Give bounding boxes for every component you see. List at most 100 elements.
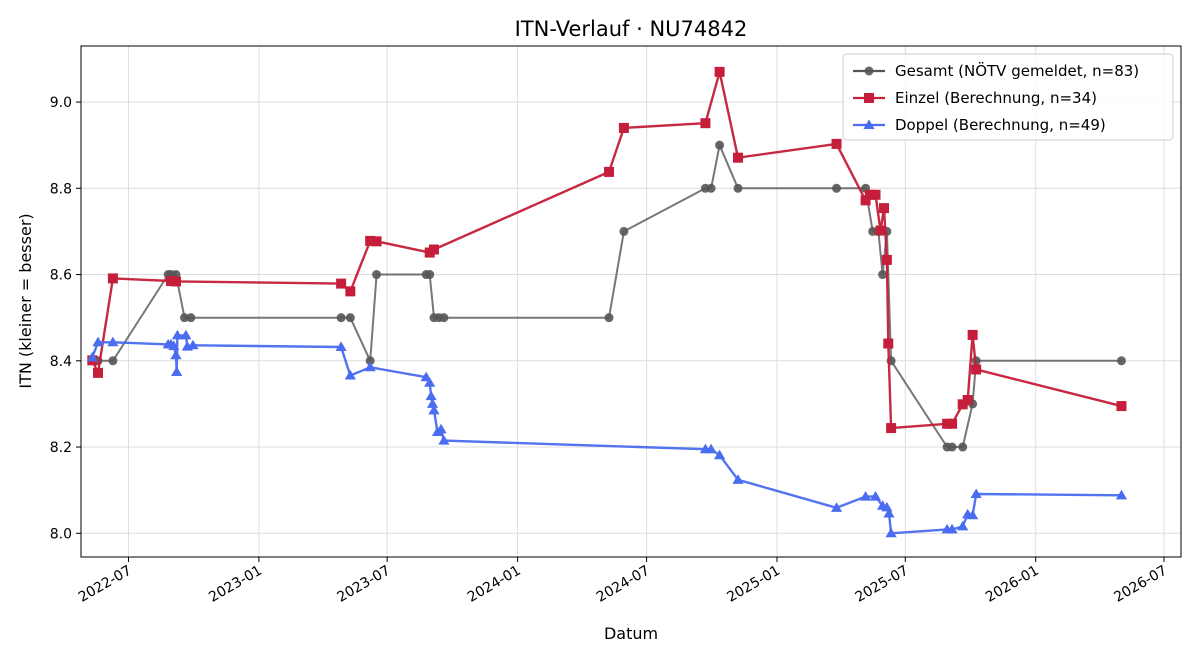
data-point-circle [706,183,716,193]
data-point-triangle [883,507,895,518]
data-point-triangle [967,509,979,520]
legend-marker-circle [864,66,874,76]
data-point-square [1116,401,1127,412]
y-tick-label: 9.0 [50,95,72,111]
y-tick-label: 8.6 [50,268,72,284]
data-point-square [428,244,439,255]
data-point-square [962,395,973,406]
x-tick-label: 2026-07 [1111,563,1170,606]
data-point-circle [372,270,382,280]
y-tick-label: 8.0 [50,526,72,542]
data-point-square [881,254,892,265]
data-point-circle [425,270,435,280]
data-point-square [860,195,871,206]
legend: Gesamt (NÖTV gemeldet, n=83) Einzel (Bere… [842,53,1174,141]
data-point-circle [878,270,888,280]
data-point-square [967,329,978,340]
data-point-triangle [86,351,98,362]
x-tick-label: 2024-07 [594,563,653,606]
data-point-triangle [1115,489,1128,500]
data-point-triangle [171,366,183,377]
data-point-triangle [885,527,897,538]
legend-marker-square [864,93,874,103]
data-point-triangle [830,502,843,512]
data-point-triangle [438,434,450,445]
data-point-triangle [714,449,726,460]
legend-label: Doppel (Berechnung, n=49) [895,116,1106,134]
data-point-triangle [92,336,104,347]
data-point-triangle [435,423,447,434]
data-point-square [618,122,629,133]
legend-box [842,53,1174,141]
data-point-triangle [344,369,356,380]
plot-series [86,66,1128,538]
data-point-square [971,364,982,375]
data-point-circle [715,140,725,150]
data-point-square [883,338,894,349]
data-point-triangle [168,340,180,351]
chart-title: ITN-Verlauf · NU74842 [515,17,748,41]
series-square [87,66,1127,434]
data-point-square [733,152,744,163]
grid-lines [81,46,1181,557]
x-tick-label: 2025-01 [724,563,783,606]
data-point-circle [365,356,375,366]
data-point-square [879,203,890,214]
data-point-triangle [180,329,192,340]
data-point-square [700,118,711,129]
data-point-circle [345,313,355,323]
data-point-circle [958,442,968,452]
data-point-triangle [335,341,347,352]
x-tick-label: 2023-01 [206,563,265,606]
x-tick-label: 2026-01 [983,563,1042,606]
x-tick-label: 2023-07 [335,563,394,606]
data-point-circle [439,313,449,323]
series-triangle [86,329,1128,538]
data-point-square [714,66,725,77]
data-point-square [107,273,118,284]
data-point-square [336,278,347,289]
x-axis-label: Datum [604,624,658,643]
data-point-triangle [860,491,872,501]
series-line-circle [92,144,1122,448]
data-point-square [371,236,382,247]
data-point-square [947,418,958,429]
data-point-triangle [187,339,199,350]
data-point-circle [604,313,614,323]
data-point-triangle [425,390,437,401]
data-point-triangle [170,349,182,360]
y-tick-label: 8.2 [50,440,72,456]
legend-label: Einzel (Berechnung, n=34) [895,89,1097,107]
data-point-circle [619,226,629,236]
data-point-circle [947,442,957,452]
data-point-square [864,189,875,200]
data-point-circle [179,313,189,323]
x-tick-label: 2022-07 [76,563,135,606]
x-tick-label: 2024-01 [465,563,524,606]
y-tick-label: 8.8 [50,181,72,197]
data-point-triangle [946,523,958,534]
data-point-circle [1116,356,1126,366]
data-point-triangle [426,398,439,408]
data-point-square [604,166,615,177]
data-point-square [870,189,881,200]
data-point-square [345,286,356,297]
data-point-square [831,138,842,149]
data-point-triangle [171,329,183,340]
data-point-square [875,225,886,236]
plot-frame [80,45,1182,558]
y-axis-label: ITN (kleiner = besser) [16,213,35,388]
data-point-triangle [732,474,744,484]
data-point-triangle [428,404,440,415]
y-tick-label: 8.4 [50,354,72,370]
data-point-circle [733,183,743,193]
x-tick-label: 2025-07 [853,563,912,606]
data-point-triangle [957,520,969,531]
data-point-circle [336,313,346,323]
data-point-triangle [869,491,882,501]
data-point-square [170,276,181,287]
data-point-triangle [364,361,376,372]
series-line-triangle [91,334,1122,535]
